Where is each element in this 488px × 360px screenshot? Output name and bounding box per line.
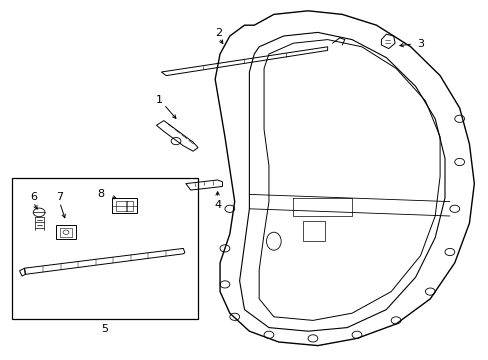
- Bar: [125, 201, 133, 211]
- Text: 6: 6: [30, 192, 37, 202]
- Bar: [112, 198, 137, 213]
- Text: 4: 4: [214, 200, 221, 210]
- Text: 1: 1: [155, 95, 162, 105]
- Text: 3: 3: [416, 39, 423, 49]
- Bar: [56, 225, 76, 239]
- Text: 2: 2: [215, 28, 222, 39]
- Text: 8: 8: [98, 189, 104, 199]
- Bar: [12, 178, 198, 319]
- Bar: [116, 201, 126, 211]
- Text: 5: 5: [102, 324, 108, 334]
- Bar: [60, 228, 72, 237]
- Text: 7: 7: [56, 192, 63, 202]
- Bar: [303, 221, 325, 241]
